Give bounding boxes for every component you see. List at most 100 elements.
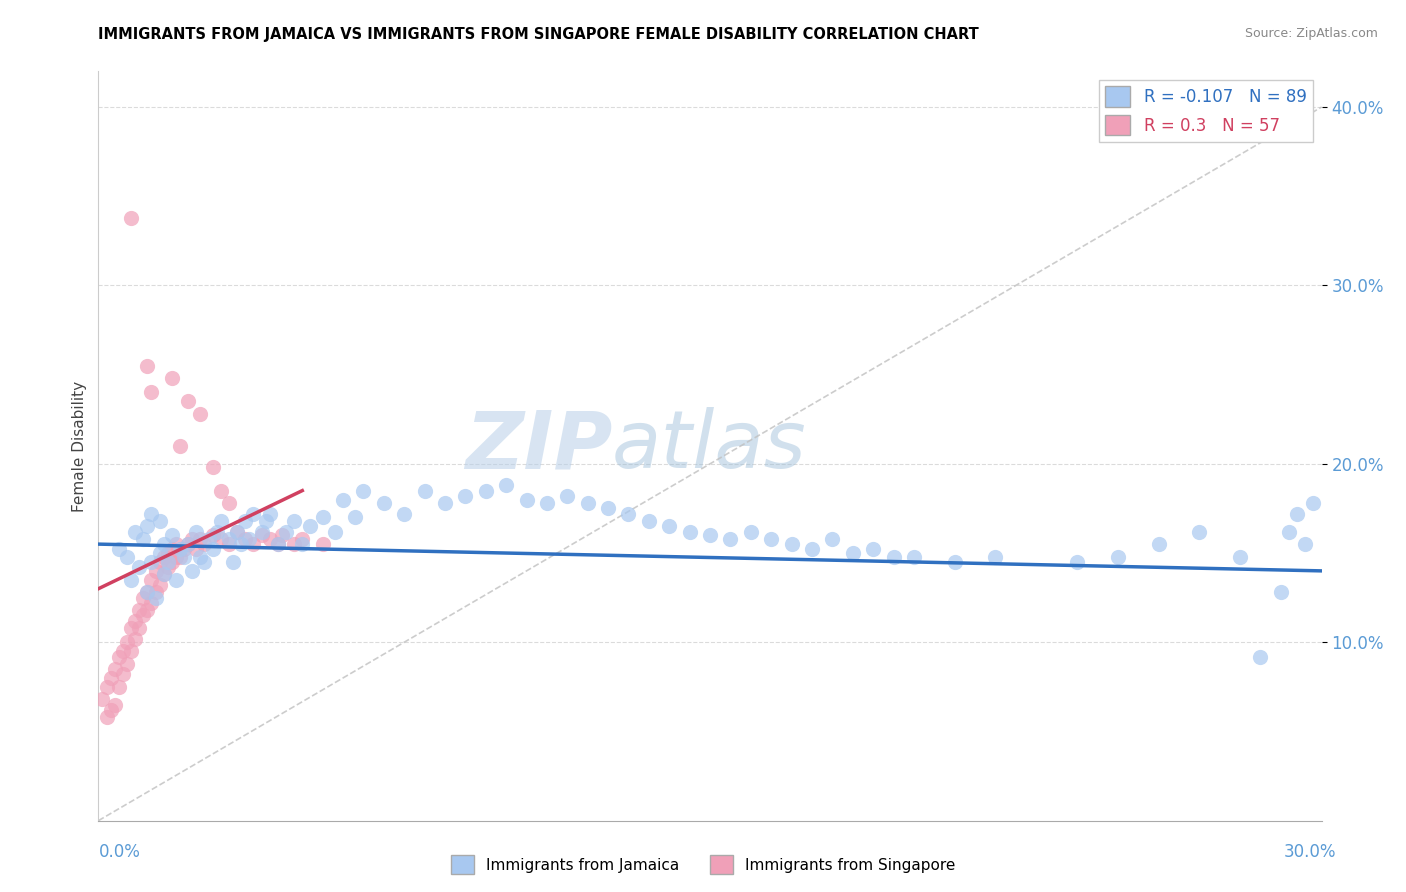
Point [124,614,146,628]
Point [181,532,204,546]
Point [188,549,212,564]
Point [108,649,131,664]
Point [218,496,240,510]
Point [100,671,122,685]
Point [152,549,174,564]
Point [96,710,118,724]
Point [226,524,249,539]
Point [699,528,721,542]
Point [299,519,322,533]
Point [197,532,219,546]
Point [149,555,172,569]
Point [1294,537,1316,551]
Point [312,510,335,524]
Y-axis label: Female Disability: Female Disability [72,380,87,512]
Point [177,537,200,551]
Point [250,524,273,539]
Point [1249,649,1271,664]
Point [259,532,281,546]
Legend: Immigrants from Jamaica, Immigrants from Singapore: Immigrants from Jamaica, Immigrants from… [444,849,962,880]
Point [120,573,142,587]
Point [136,359,159,373]
Point [120,644,142,658]
Point [188,532,212,546]
Point [128,603,150,617]
Point [637,514,661,528]
Point [132,532,155,546]
Point [495,478,517,492]
Point [1107,549,1129,564]
Point [111,667,134,681]
Point [344,510,367,524]
Point [576,496,599,510]
Point [1270,585,1292,599]
Point [120,621,142,635]
Point [474,483,498,498]
Point [156,546,179,560]
Point [679,524,702,539]
Point [136,585,159,599]
Point [617,507,640,521]
Point [141,385,163,400]
Point [392,507,416,521]
Point [718,532,742,546]
Point [120,211,142,225]
Point [132,608,155,623]
Point [267,537,290,551]
Point [193,555,215,569]
Point [124,524,146,539]
Point [821,532,844,546]
Point [226,524,249,539]
Point [283,537,305,551]
Point [149,546,172,560]
Point [373,496,395,510]
Point [222,555,245,569]
Point [291,537,314,551]
Point [209,514,232,528]
Point [254,514,277,528]
Point [352,483,374,498]
Point [312,537,335,551]
Point [141,555,163,569]
Point [169,549,191,564]
Point [209,532,232,546]
Point [128,621,150,635]
Point [242,507,264,521]
Point [274,524,297,539]
Point [145,591,167,605]
Point [165,537,187,551]
Point [1066,555,1088,569]
Point [555,489,579,503]
Point [1147,537,1170,551]
Point [801,542,824,557]
Point [250,528,273,542]
Point [201,528,224,542]
Point [149,578,172,592]
Point [96,680,118,694]
Point [761,532,783,546]
Point [201,542,224,557]
Point [160,371,183,385]
Point [188,407,212,421]
Point [169,439,191,453]
Point [1229,549,1251,564]
Point [115,657,138,671]
Point [115,549,138,564]
Point [104,662,127,676]
Point [165,573,187,587]
Point [173,542,195,557]
Text: Source: ZipAtlas.com: Source: ZipAtlas.com [1244,27,1378,40]
Point [242,537,264,551]
Point [160,555,183,569]
Point [903,549,925,564]
Point [323,524,346,539]
Point [186,542,208,557]
Point [984,549,1007,564]
Point [267,537,290,551]
Point [124,632,146,646]
Point [156,555,179,569]
Point [173,549,195,564]
Point [205,524,228,539]
Point [201,460,224,475]
Point [169,542,191,557]
